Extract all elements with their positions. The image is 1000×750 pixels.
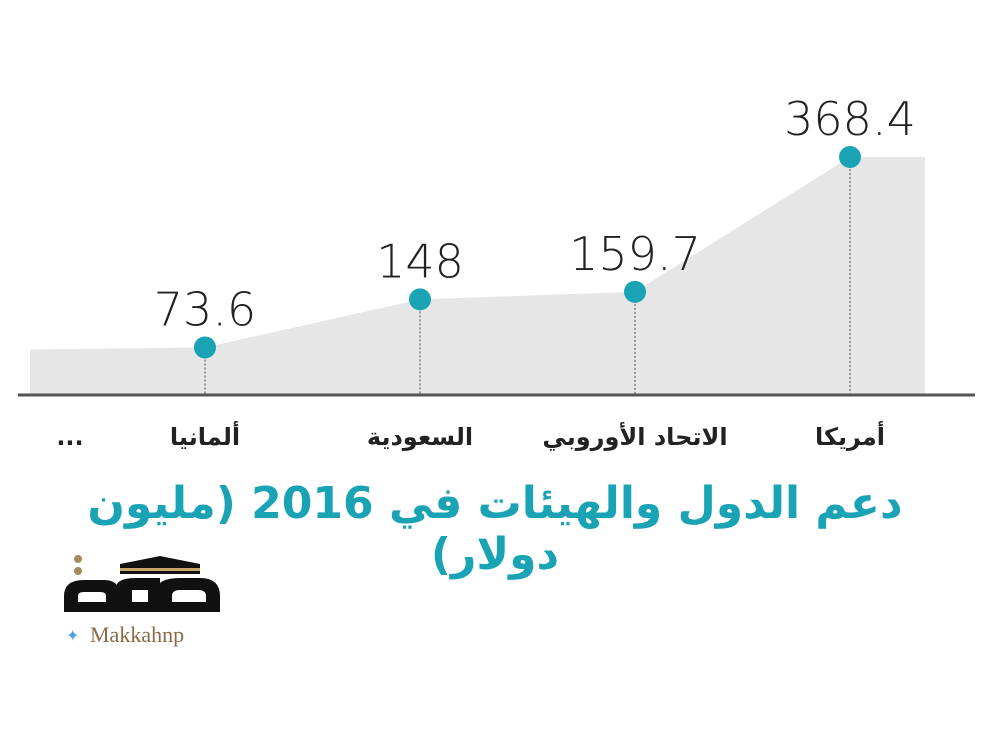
category-label: السعودية [367, 423, 473, 451]
data-point [409, 288, 431, 311]
category-label: ... [56, 423, 83, 451]
category-label: الاتحاد الأوروبي [542, 422, 727, 451]
data-point [839, 146, 861, 168]
logo-mark [64, 555, 220, 612]
data-label: 368.4 [784, 92, 916, 146]
category-label: أمريكا [815, 421, 885, 451]
area-fill [30, 157, 925, 395]
data-label: 159.7 [569, 227, 701, 281]
twitter-bird-icon: ✦ [66, 626, 80, 645]
data-point [624, 280, 646, 303]
data-label: 73.6 [154, 282, 256, 336]
makkah-logo: ✦ Makkahnp [60, 552, 230, 652]
logo-handle: Makkahnp [90, 622, 185, 647]
chart-title: دعم الدول والهيئات في 2016 (مليون دولار) [87, 478, 903, 580]
data-label: 148 [376, 234, 464, 288]
data-point [194, 336, 216, 359]
category-label: ألمانيا [170, 421, 240, 451]
